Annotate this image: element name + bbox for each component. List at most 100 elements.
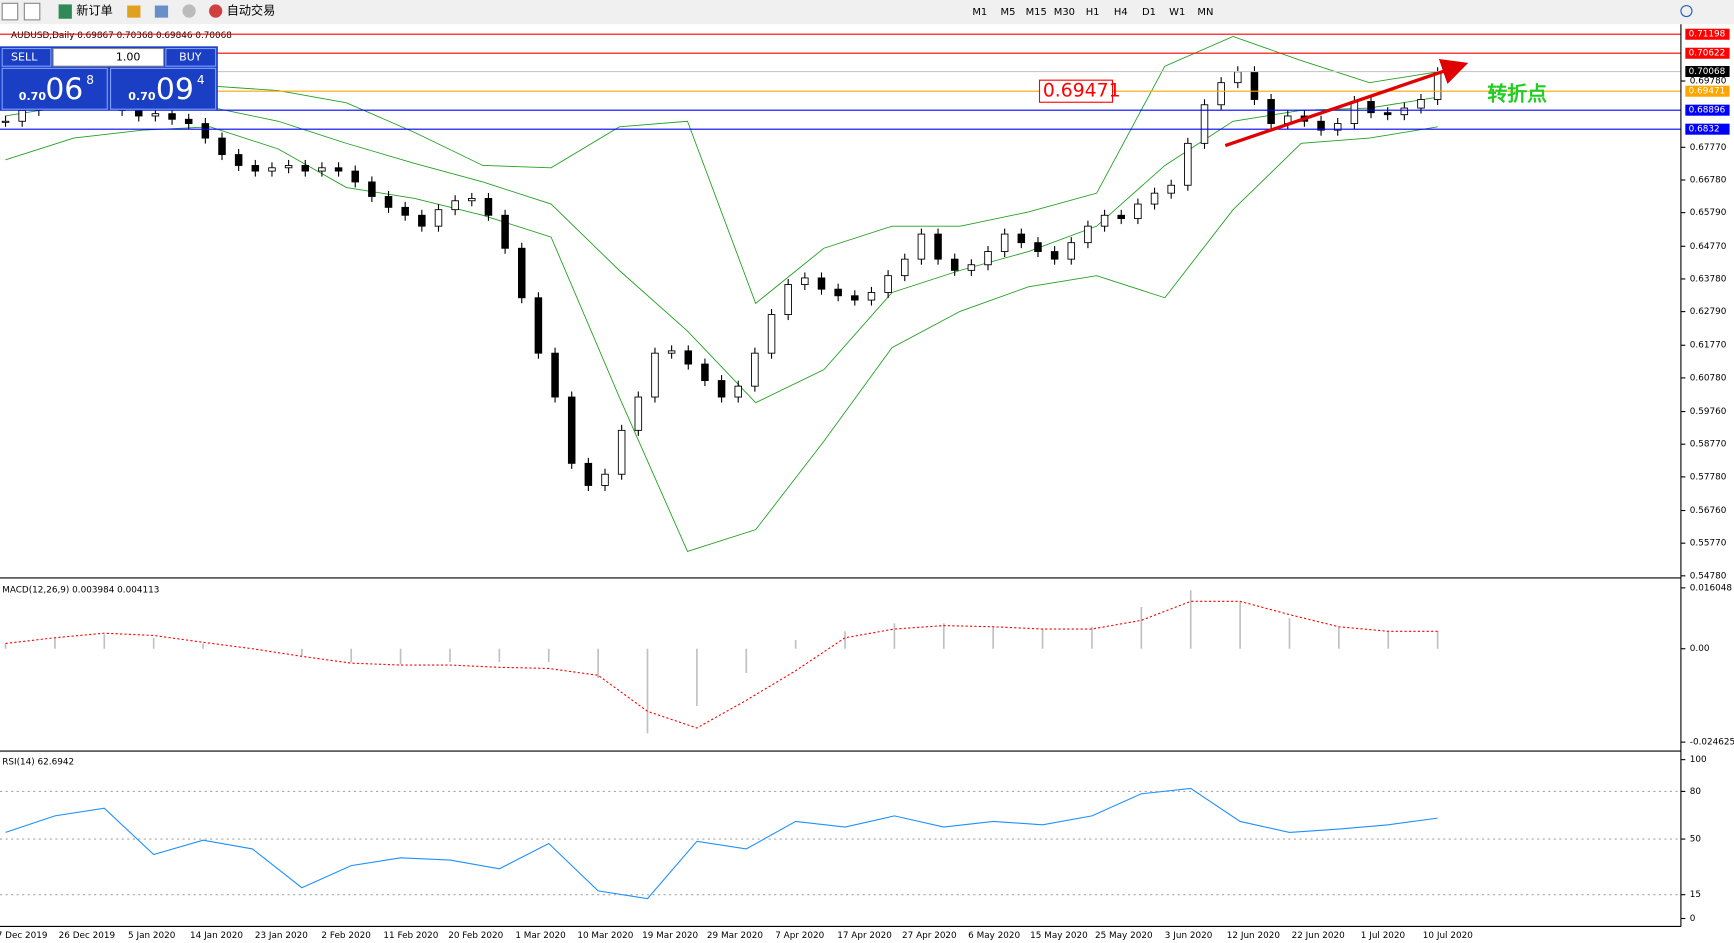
price-label-box: [1685, 104, 1730, 116]
x-tick-label: 1 Jul 2020: [1361, 931, 1406, 941]
y-tick-label: 0.62790: [1690, 307, 1727, 317]
icon[interactable]: [154, 5, 169, 18]
timeframe[interactable]: W1: [1169, 7, 1185, 18]
toolbar: [0, 0, 1734, 25]
price-label: 0.6832: [1689, 125, 1720, 135]
x-tick-label: 2 Feb 2020: [321, 931, 371, 941]
y-tick-label: 0.55770: [1690, 539, 1727, 549]
candle-body: [268, 167, 276, 172]
candle-body: [900, 258, 909, 277]
sell-label[interactable]: SELL: [11, 50, 38, 63]
candle-body: [468, 198, 476, 202]
macd-signal: [5, 600, 1438, 729]
icon[interactable]: [127, 5, 141, 18]
candle-body: [301, 165, 310, 172]
candle-body: [801, 277, 809, 285]
rsi-line: [5, 787, 1438, 900]
candle-body: [201, 123, 210, 139]
sell-price-prefix[interactable]: 0.70: [19, 90, 47, 103]
candle-body: [1200, 104, 1209, 144]
sell-button[interactable]: [1, 47, 52, 67]
candle-body: [851, 295, 859, 301]
x-tick-label: 14 Jan 2020: [190, 931, 243, 941]
y-tick-label: 0.69780: [1690, 77, 1727, 87]
x-tick-label: 29 Mar 2020: [707, 931, 763, 941]
trend-arrow: [1224, 58, 1469, 148]
auto-trade[interactable]: 自动交易: [227, 3, 276, 18]
sell-price-big[interactable]: 06: [45, 72, 83, 107]
candle-body: [867, 292, 876, 301]
candle-body: [384, 196, 393, 208]
price-label-box: [1685, 85, 1730, 97]
candle-body: [334, 167, 343, 172]
sell-price-box[interactable]: [1, 67, 108, 110]
y-tick-label: 0.64770: [1690, 242, 1727, 252]
candle-body: [1100, 214, 1109, 227]
y-tick-label: 0.63780: [1690, 274, 1727, 284]
icon[interactable]: [182, 4, 196, 18]
candle-body: [934, 233, 942, 260]
candle-body: [1150, 192, 1159, 205]
lots[interactable]: 1.00: [116, 50, 141, 63]
candle-body: [451, 200, 459, 211]
candle-body: [234, 154, 243, 166]
sell-price-small[interactable]: 8: [86, 73, 94, 87]
candle-body: [401, 206, 409, 216]
buy-price-big[interactable]: 09: [156, 72, 194, 107]
candle-body: [218, 137, 226, 156]
timeframe[interactable]: D1: [1142, 7, 1156, 18]
timeframe[interactable]: MN: [1197, 7, 1213, 18]
buy-price-prefix[interactable]: 0.70: [128, 90, 156, 103]
candle-body: [1067, 242, 1076, 260]
timeframe[interactable]: M5: [1001, 7, 1016, 18]
candle-body: [917, 233, 926, 260]
y-tick-label: 100: [1690, 755, 1707, 765]
timeframe[interactable]: M1: [972, 7, 987, 18]
candle-body: [667, 350, 676, 354]
candle-body: [284, 165, 293, 169]
timeframe[interactable]: M30: [1054, 7, 1075, 18]
price-label: 0.70622: [1689, 49, 1726, 59]
y-tick-label: 0.61770: [1690, 341, 1727, 351]
candle-body: [967, 264, 976, 271]
candle-body: [1050, 251, 1059, 260]
candle-body: [767, 314, 776, 354]
timeframe[interactable]: H1: [1086, 7, 1100, 18]
candle-body: [717, 380, 726, 398]
buy-label[interactable]: BUY: [179, 50, 202, 63]
candle-body: [1, 120, 10, 123]
candle-body: [1317, 120, 1325, 131]
auto-trade-icon[interactable]: [209, 4, 223, 18]
candle-body: [418, 214, 426, 227]
timeframe[interactable]: M15: [1026, 7, 1047, 18]
candle-body: [1134, 203, 1142, 220]
candle-body: [684, 350, 693, 365]
icon[interactable]: [1, 2, 19, 21]
y-tick-label: 0.00: [1690, 644, 1710, 654]
buy-price-box[interactable]: [110, 67, 217, 110]
bollinger-lower: [5, 126, 1438, 552]
candle-body: [1417, 99, 1425, 109]
x-tick-label: 10 Mar 2020: [577, 931, 633, 941]
y-tick-label: 0.57780: [1690, 472, 1727, 482]
candle-body: [984, 251, 992, 266]
candle-body: [834, 288, 842, 297]
buy-button[interactable]: [165, 47, 217, 67]
search-icon[interactable]: [1680, 4, 1693, 18]
buy-price-small[interactable]: 4: [197, 73, 205, 87]
x-tick-label: 12 Jun 2020: [1227, 931, 1281, 941]
y-tick-label: 0.60780: [1690, 373, 1727, 383]
new-order[interactable]: 新订单: [76, 3, 112, 18]
y-tick-label: 80: [1690, 787, 1702, 797]
lots-input[interactable]: [52, 47, 165, 67]
timeframe[interactable]: H4: [1114, 7, 1128, 18]
bollinger-middle: [5, 96, 1438, 404]
y-tick-label: 0.016048: [1690, 583, 1733, 593]
candle-body: [1367, 101, 1375, 114]
candle-body: [168, 113, 176, 120]
new-order-icon[interactable]: [58, 4, 72, 19]
icon[interactable]: [23, 2, 41, 21]
x-tick-label: 23 Jan 2020: [255, 931, 308, 941]
candle-body: [251, 165, 260, 172]
y-tick-label: -0.024625: [1690, 738, 1734, 748]
